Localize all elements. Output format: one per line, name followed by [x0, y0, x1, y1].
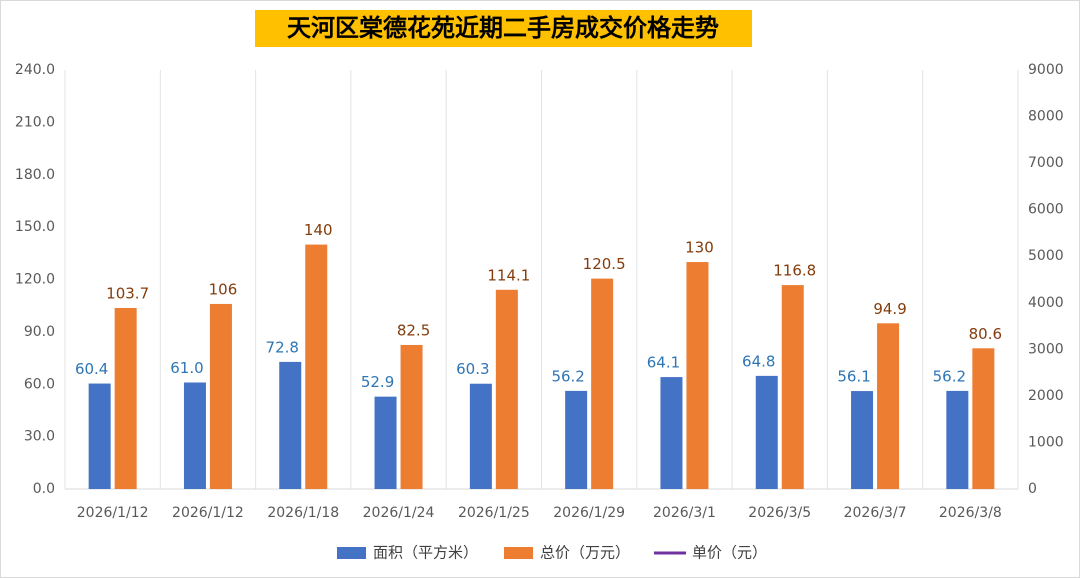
y2-tick-label: 6000: [1028, 202, 1064, 218]
bar: [946, 390, 969, 489]
bar: [972, 348, 995, 489]
y2-tick-label: 8000: [1028, 109, 1064, 125]
data-label: 140: [304, 221, 333, 239]
bar: [469, 383, 492, 489]
y-tick-label: 210.0: [15, 114, 55, 130]
bar: [495, 289, 518, 489]
y-tick-label: 150.0: [15, 219, 55, 235]
bar: [279, 361, 302, 489]
title-box: [255, 10, 752, 47]
y-tick-label: 120.0: [15, 272, 55, 288]
data-label: 52.9: [361, 373, 394, 391]
bar: [305, 244, 328, 489]
legend-swatch: [337, 547, 366, 559]
data-label: 64.1: [647, 354, 680, 372]
data-label: 56.2: [933, 367, 966, 385]
data-label: 103.7: [106, 284, 149, 302]
bar: [755, 375, 778, 489]
y2-tick-label: 5000: [1028, 248, 1064, 264]
data-label: 94.9: [873, 300, 906, 318]
bar: [660, 377, 683, 489]
legend-label: 面积（平方米）: [373, 544, 478, 562]
legend-swatch: [504, 547, 534, 559]
data-label: 60.3: [456, 360, 489, 378]
bar: [374, 396, 397, 489]
x-tick-label: 2026/3/1: [653, 505, 716, 521]
data-label: 60.4: [75, 360, 108, 378]
x-tick-label: 2026/1/18: [267, 505, 339, 521]
y2-tick-label: 2000: [1028, 388, 1064, 404]
data-label: 56.1: [837, 368, 870, 386]
data-label: 72.8: [266, 338, 299, 356]
data-label: 120.5: [583, 255, 626, 273]
data-label: 82.5: [397, 321, 430, 339]
data-label: 80.6: [969, 325, 1002, 343]
data-label: 106: [209, 280, 238, 298]
x-tick-label: 2026/1/24: [363, 505, 435, 521]
x-tick-label: 2026/3/8: [939, 505, 1002, 521]
data-label: 56.2: [551, 367, 584, 385]
bar: [591, 278, 614, 489]
y2-tick-label: 4000: [1028, 295, 1064, 311]
y2-tick-label: 1000: [1028, 434, 1064, 450]
x-tick-label: 2026/1/29: [553, 505, 625, 521]
bar: [851, 391, 874, 489]
legend-label: 单价（元）: [692, 544, 767, 562]
x-tick-label: 2026/3/5: [748, 505, 811, 521]
bar: [686, 262, 709, 489]
x-tick-label: 2026/1/25: [458, 505, 530, 521]
bar: [877, 323, 900, 489]
bar: [183, 382, 206, 489]
bar: [781, 285, 804, 489]
chart-title: 天河区棠德花苑近期二手房成交价格走势: [287, 14, 719, 42]
y-tick-label: 60.0: [24, 376, 55, 392]
bar: [88, 383, 111, 489]
legend-label: 总价（万元）: [540, 544, 630, 562]
y2-tick-label: 0: [1028, 481, 1037, 497]
bar: [209, 303, 232, 489]
data-label: 114.1: [487, 266, 530, 284]
y2-tick-label: 7000: [1028, 155, 1064, 171]
x-tick-label: 2026/3/7: [844, 505, 907, 521]
y-tick-label: 30.0: [24, 429, 55, 445]
bar: [114, 307, 137, 489]
y-tick-label: 90.0: [24, 324, 55, 340]
bar: [565, 390, 588, 489]
data-label: 116.8: [773, 262, 816, 280]
y-tick-label: 180.0: [15, 167, 55, 183]
y-tick-label: 240.0: [15, 62, 55, 78]
y-tick-label: 0.0: [33, 481, 55, 497]
data-label: 61.0: [170, 359, 203, 377]
y2-tick-label: 9000: [1028, 62, 1064, 78]
y2-tick-label: 3000: [1028, 341, 1064, 357]
data-label: 64.8: [742, 352, 775, 370]
x-tick-label: 2026/1/12: [172, 505, 244, 521]
x-tick-label: 2026/1/12: [77, 505, 149, 521]
data-label: 130: [685, 239, 714, 257]
bar: [400, 344, 423, 489]
